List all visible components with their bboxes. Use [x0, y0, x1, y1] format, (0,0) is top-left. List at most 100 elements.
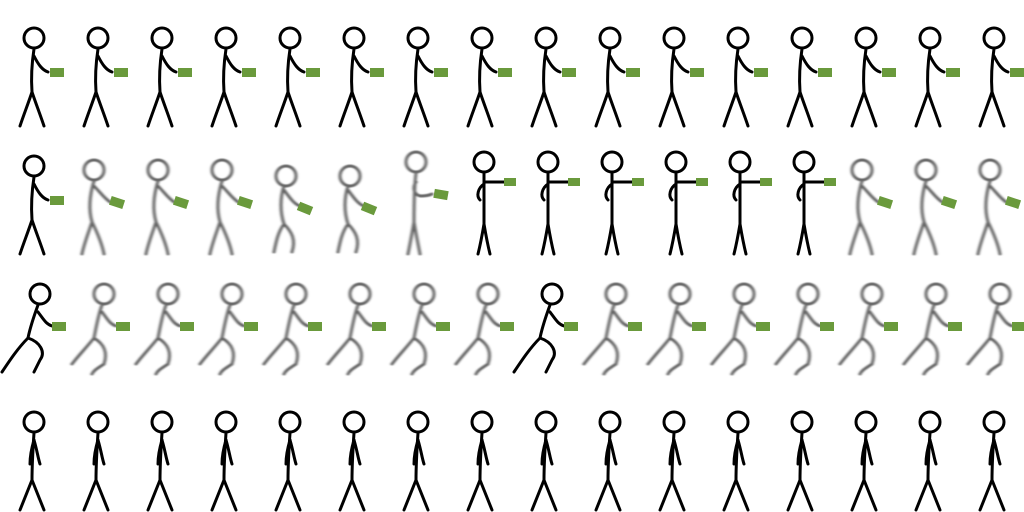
sprite-frame-run: [838, 282, 898, 376]
figure-leg: [862, 90, 878, 128]
figure-arm: [164, 310, 182, 328]
figure-leg: [926, 90, 942, 128]
figure-head: [82, 158, 106, 182]
figure-leg: [286, 478, 302, 512]
figure-leg: [542, 478, 558, 512]
sprite-frame-walk: [786, 410, 814, 512]
figure-arm: [672, 54, 690, 74]
sprite-frame-run: [198, 282, 258, 376]
figure-head: [146, 158, 170, 182]
held-item: [433, 188, 449, 201]
figure-body: [860, 303, 872, 340]
figure-leg: [478, 478, 494, 512]
figure-leg: [218, 220, 234, 256]
figure-leg: [646, 336, 672, 366]
figure-arm: [420, 310, 438, 328]
held-item: [818, 68, 832, 77]
figure-body: [734, 47, 740, 94]
figure-leg: [18, 478, 34, 512]
figure-arm: [796, 438, 804, 466]
held-item: [172, 196, 190, 209]
sprite-frame-ready: [472, 150, 516, 256]
figure-leg: [274, 90, 290, 128]
sprite-frame-idle: [18, 154, 64, 256]
stick-figure: [786, 26, 818, 128]
figure-body: [286, 47, 292, 94]
figure-body: [926, 431, 932, 482]
stick-figure: [402, 410, 430, 512]
held-item: [690, 68, 704, 77]
figure-leg: [94, 478, 110, 512]
figure-body: [670, 47, 676, 94]
stick-figure: [272, 164, 302, 254]
sprite-frame-lean: [404, 150, 449, 256]
figure-leg: [862, 478, 878, 512]
figure-head: [348, 282, 372, 306]
figure-arm: [672, 438, 682, 466]
figure-leg: [282, 222, 296, 254]
figure-head: [854, 26, 878, 50]
held-item: [504, 178, 516, 186]
figure-head: [86, 26, 110, 50]
figure-head: [476, 282, 500, 306]
figure-arm: [282, 188, 302, 208]
sprite-frame-crouch: [272, 164, 314, 254]
held-item: [114, 68, 128, 77]
figure-leg: [262, 336, 288, 366]
stick-figure: [18, 154, 50, 256]
figure-leg: [454, 336, 480, 366]
figure-leg: [158, 478, 174, 512]
figure-leg: [786, 478, 802, 512]
held-item: [760, 178, 772, 186]
figure-head: [214, 26, 238, 50]
figure-head: [924, 282, 948, 306]
stick-figure: [646, 282, 694, 376]
figure-leg: [848, 220, 862, 256]
stick-figure: [978, 26, 1010, 128]
stick-figure: [404, 150, 434, 256]
figure-leg: [0, 336, 30, 374]
figure-head: [220, 282, 244, 306]
figure-leg: [414, 90, 430, 128]
figure-body: [158, 47, 164, 94]
figure-arm: [352, 54, 370, 74]
figure-leg: [542, 90, 558, 128]
stick-figure: [912, 158, 944, 256]
held-item: [754, 68, 768, 77]
sprite-frame-bend: [80, 158, 126, 256]
figure-head: [854, 410, 878, 434]
stick-figure: [786, 410, 814, 512]
held-item: [564, 322, 578, 331]
figure-arm: [864, 438, 874, 466]
figure-leg: [474, 336, 492, 376]
figure-arm: [868, 310, 886, 328]
held-item: [756, 322, 770, 331]
sprite-frame-run: [646, 282, 706, 376]
figure-leg: [94, 90, 110, 128]
stick-figure: [274, 26, 306, 128]
figure-leg: [346, 222, 360, 254]
figure-head: [662, 26, 686, 50]
sprite-frame-idle: [402, 26, 448, 128]
figure-arm: [224, 438, 234, 466]
figure-arm: [480, 54, 498, 74]
stick-figure: [728, 150, 762, 256]
figure-head: [214, 410, 238, 434]
figure-leg: [986, 220, 1002, 256]
figure-leg: [390, 336, 416, 366]
stick-figure: [454, 282, 502, 376]
figure-leg: [198, 336, 224, 366]
figure-leg: [530, 90, 546, 128]
figure-leg: [594, 478, 610, 512]
held-item: [296, 201, 314, 216]
stick-figure: [18, 26, 50, 128]
figure-head: [406, 410, 430, 434]
figure-head: [790, 410, 814, 434]
figure-body: [796, 303, 808, 340]
held-item: [568, 178, 580, 186]
held-item: [360, 201, 378, 216]
stick-figure: [336, 164, 366, 254]
held-item: [308, 322, 322, 331]
held-item: [498, 68, 512, 77]
figure-leg: [722, 90, 738, 128]
